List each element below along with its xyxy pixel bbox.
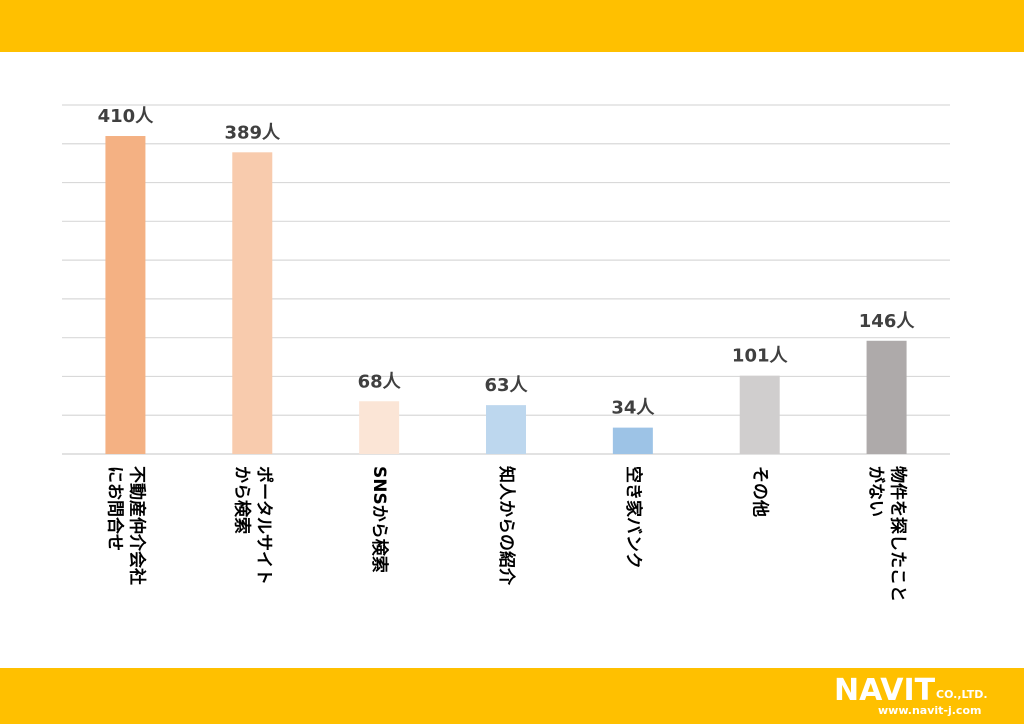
- data-label: 410人: [98, 106, 155, 127]
- category-label: ポータルサイト: [253, 466, 274, 585]
- data-label: 146人: [859, 311, 916, 332]
- category-label: がない: [866, 466, 887, 517]
- category-label: 知人からの紹介: [496, 465, 517, 586]
- category-label: 空き家バンク: [623, 466, 644, 569]
- category-label: その他: [750, 466, 771, 517]
- data-label: 101人: [732, 346, 789, 367]
- bottom-banner: [0, 668, 1024, 724]
- bar: [486, 405, 526, 454]
- bar: [739, 375, 780, 454]
- navit-logo: NAVIT CO.,LTD. www.navit-j.com: [834, 676, 1014, 718]
- category-label: SNSから検索: [369, 466, 390, 573]
- data-label: 68人: [358, 371, 402, 392]
- category-label: 不動産仲介会社: [126, 466, 147, 585]
- category-label: から検索: [231, 466, 252, 534]
- data-label: 389人: [224, 122, 281, 143]
- logo-url: www.navit-j.com: [878, 704, 982, 717]
- bar: [866, 340, 907, 454]
- bar: [612, 427, 653, 454]
- logo-company-suffix: CO.,LTD.: [936, 688, 988, 701]
- category-label: にお問合せ: [104, 466, 125, 551]
- data-label: 63人: [484, 375, 528, 396]
- bar: [359, 401, 400, 454]
- top-banner: [0, 0, 1024, 52]
- data-label: 34人: [611, 398, 655, 419]
- category-label: 物件を探したこと: [888, 466, 909, 602]
- bar: [105, 136, 146, 454]
- logo-wordmark: NAVIT: [834, 673, 936, 708]
- bar: [232, 152, 273, 454]
